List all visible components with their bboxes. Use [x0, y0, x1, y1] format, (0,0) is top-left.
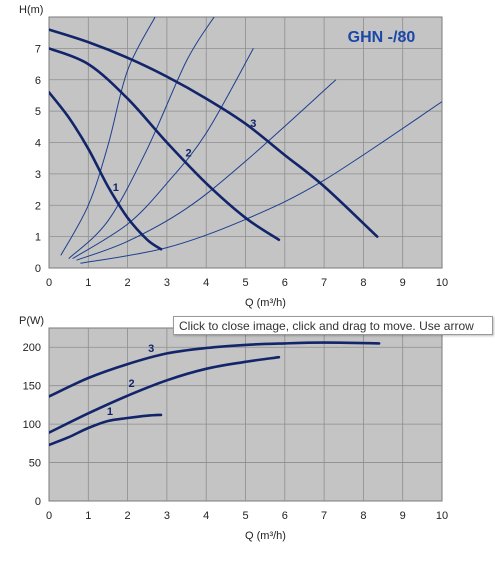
power-x-axis-label: Q (m³/h): [245, 530, 286, 542]
power-curve-chart: 1 2 3 0 1 2 3 4 5 6 7 8 9 10 0 50 100 150 200 P(W) Q (m³…: [19, 315, 448, 542]
head-system-curve: [76, 79, 337, 261]
power-y-tick-label: 200: [23, 342, 41, 354]
power-x-tick-label: 3: [164, 510, 170, 522]
head-x-tick-label: 7: [321, 277, 327, 289]
head-curve-labels: 1 2 3: [113, 118, 257, 194]
head-curve-label-2: 2: [185, 148, 191, 160]
power-y-ticks: 0 50 100 150 200: [23, 342, 41, 508]
power-curve-label-2: 2: [128, 378, 134, 390]
power-x-tick-label: 8: [360, 510, 366, 522]
head-system-curve: [68, 17, 215, 259]
head-series-1: [49, 91, 163, 251]
head-system-curve: [60, 17, 156, 256]
head-y-tick-label: 1: [35, 232, 41, 244]
head-x-tick-label: 0: [46, 277, 52, 289]
power-x-tick-label: 1: [85, 510, 91, 522]
head-series: [49, 28, 379, 251]
power-y-tick-label: 100: [23, 419, 41, 431]
chart-title: GHN -/80: [348, 29, 416, 46]
head-curve-label-1: 1: [113, 182, 119, 194]
power-x-tick-label: 4: [203, 510, 209, 522]
head-y-tick-label: 5: [35, 106, 41, 118]
power-x-tick-label: 6: [282, 510, 288, 522]
head-curve-label-3: 3: [250, 118, 256, 130]
power-x-tick-label: 5: [242, 510, 248, 522]
head-y-tick-label: 6: [35, 75, 41, 87]
head-grid: [49, 17, 442, 268]
head-x-tick-label: 10: [436, 277, 448, 289]
power-y-tick-label: 150: [23, 381, 41, 393]
power-curve-label-3: 3: [148, 343, 154, 355]
head-series-2: [49, 47, 281, 242]
power-grid: [49, 328, 442, 501]
power-y-axis-label: P(W): [19, 315, 44, 327]
power-y-tick-label: 50: [29, 458, 41, 470]
head-x-axis-label: Q (m³/h): [245, 297, 286, 309]
head-y-tick-label: 4: [35, 138, 41, 150]
head-x-tick-label: 2: [125, 277, 131, 289]
head-x-tick-label: 5: [242, 277, 248, 289]
power-x-tick-label: 10: [436, 510, 448, 522]
power-x-tick-label: 7: [321, 510, 327, 522]
head-x-ticks: 0 1 2 3 4 5 6 7 8 9 10: [46, 277, 448, 289]
head-x-tick-label: 1: [85, 277, 91, 289]
power-series: [49, 341, 381, 447]
power-x-tick-label: 2: [125, 510, 131, 522]
power-series-2: [49, 355, 281, 434]
head-x-tick-label: 6: [282, 277, 288, 289]
head-y-tick-label: 2: [35, 200, 41, 212]
power-x-ticks: 0 1 2 3 4 5 6 7 8 9 10: [46, 510, 448, 522]
head-y-tick-label: 0: [35, 263, 41, 275]
head-y-ticks: 0 1 2 3 4 5 6 7: [35, 43, 41, 275]
head-y-tick-label: 7: [35, 43, 41, 55]
head-y-axis-label: H(m): [19, 4, 43, 16]
head-x-tick-label: 4: [203, 277, 209, 289]
power-x-tick-label: 9: [400, 510, 406, 522]
power-curve-label-1: 1: [107, 406, 113, 418]
head-x-tick-label: 3: [164, 277, 170, 289]
image-viewer-tooltip[interactable]: Click to close image, click and drag to …: [173, 316, 493, 335]
head-x-tick-label: 8: [360, 277, 366, 289]
power-y-tick-label: 0: [35, 496, 41, 508]
head-y-tick-label: 3: [35, 169, 41, 181]
head-x-tick-label: 9: [400, 277, 406, 289]
power-series-1: [49, 413, 163, 447]
power-curve-labels: 1 2 3: [107, 343, 154, 418]
power-x-tick-label: 0: [46, 510, 52, 522]
head-system-curve: [72, 48, 254, 260]
head-series-3: [49, 28, 379, 238]
power-series-3: [49, 341, 381, 398]
